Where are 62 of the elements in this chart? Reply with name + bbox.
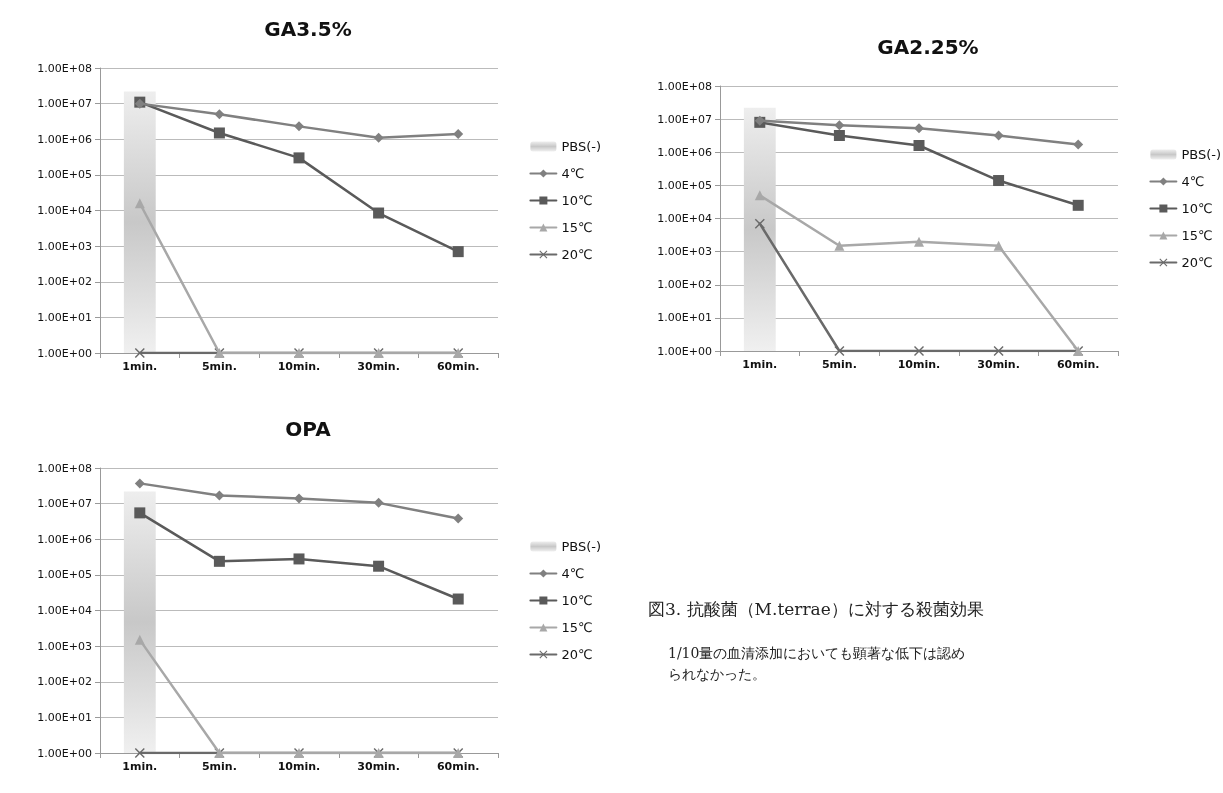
- y-tick-label: 1.00E+02: [37, 275, 92, 289]
- text: 図3. 抗酸菌（M.terrae）に対する殺菌効果: [648, 598, 985, 621]
- y-tick-label: 1.00E+05: [37, 568, 92, 582]
- legend-label: 10℃: [561, 593, 593, 608]
- y-tick-label: 1.00E+01: [37, 710, 92, 724]
- y-tick-label: 1.00E+06: [37, 532, 92, 546]
- x-tick-label: 10min.: [277, 360, 321, 373]
- legend-label: PBS(-): [561, 139, 602, 154]
- y-tick-label: 1.00E+00: [657, 344, 712, 358]
- legend-label: 10℃: [561, 193, 593, 208]
- x-tick-label: 30min.: [977, 358, 1020, 371]
- x-tick-label: 30min.: [357, 360, 400, 373]
- y-tick-label: 1.00E+02: [657, 278, 712, 292]
- y-tick-label: 1.00E+00: [37, 346, 92, 360]
- legend-label: 15℃: [561, 620, 593, 635]
- y-tick-label: 1.00E+00: [37, 746, 92, 760]
- y-tick-label: 1.00E+03: [657, 245, 712, 259]
- y-tick-label: 1.00E+04: [37, 604, 92, 617]
- y-tick-label: 1.00E+01: [37, 310, 92, 324]
- legend-label: 20℃: [561, 647, 593, 662]
- y-tick-label: 1.00E+04: [657, 212, 712, 225]
- y-tick-label: 1.00E+06: [657, 145, 712, 159]
- legend-label: 10℃: [1181, 201, 1213, 216]
- x-tick-label: 60min.: [436, 360, 480, 373]
- x-tick-label: 5min.: [201, 760, 237, 773]
- y-tick-label: 1.00E+08: [657, 79, 712, 93]
- y-tick-label: 1.00E+06: [37, 132, 92, 146]
- legend-label: 4℃: [561, 566, 585, 581]
- legend-label: 15℃: [1181, 228, 1213, 243]
- x-tick-label: 1min.: [742, 358, 778, 371]
- legend-label: 20℃: [1181, 255, 1213, 270]
- y-tick-label: 1.00E+07: [657, 112, 712, 126]
- y-tick-label: 1.00E+05: [657, 178, 712, 192]
- y-tick-label: 1.00E+04: [37, 204, 92, 217]
- chart-title: GA2.25%: [877, 35, 979, 59]
- legend-label: 4℃: [1181, 174, 1205, 189]
- y-tick-label: 1.00E+01: [657, 311, 712, 325]
- legend-label: 20℃: [561, 247, 593, 262]
- legend-label: 4℃: [561, 166, 585, 181]
- x-tick-label: 1min.: [122, 360, 158, 373]
- x-tick-label: 1min.: [122, 760, 158, 773]
- y-tick-label: 1.00E+03: [37, 239, 92, 253]
- x-tick-label: 10min.: [897, 358, 941, 371]
- y-tick-label: 1.00E+02: [37, 675, 92, 689]
- y-tick-label: 1.00E+08: [37, 461, 92, 475]
- x-tick-label: 60min.: [1056, 358, 1100, 371]
- x-tick-label: 30min.: [357, 760, 400, 773]
- x-tick-label: 60min.: [436, 760, 480, 773]
- legend-label: PBS(-): [1181, 147, 1222, 162]
- x-tick-label: 5min.: [821, 358, 857, 371]
- chart-title: GA3.5%: [264, 17, 352, 41]
- legend-label: 15℃: [561, 220, 593, 235]
- y-tick-label: 1.00E+08: [37, 61, 92, 75]
- x-tick-label: 5min.: [201, 360, 237, 373]
- y-tick-label: 1.00E+07: [37, 497, 92, 511]
- y-tick-label: 1.00E+07: [37, 97, 92, 111]
- y-tick-label: 1.00E+05: [37, 168, 92, 182]
- chart-title: OPA: [285, 417, 332, 441]
- legend-label: PBS(-): [561, 539, 602, 554]
- x-tick-label: 10min.: [277, 760, 321, 773]
- y-tick-label: 1.00E+03: [37, 639, 92, 653]
- text: 1/10量の血清添加においても顕著な低下は認められなかった。: [668, 644, 967, 684]
